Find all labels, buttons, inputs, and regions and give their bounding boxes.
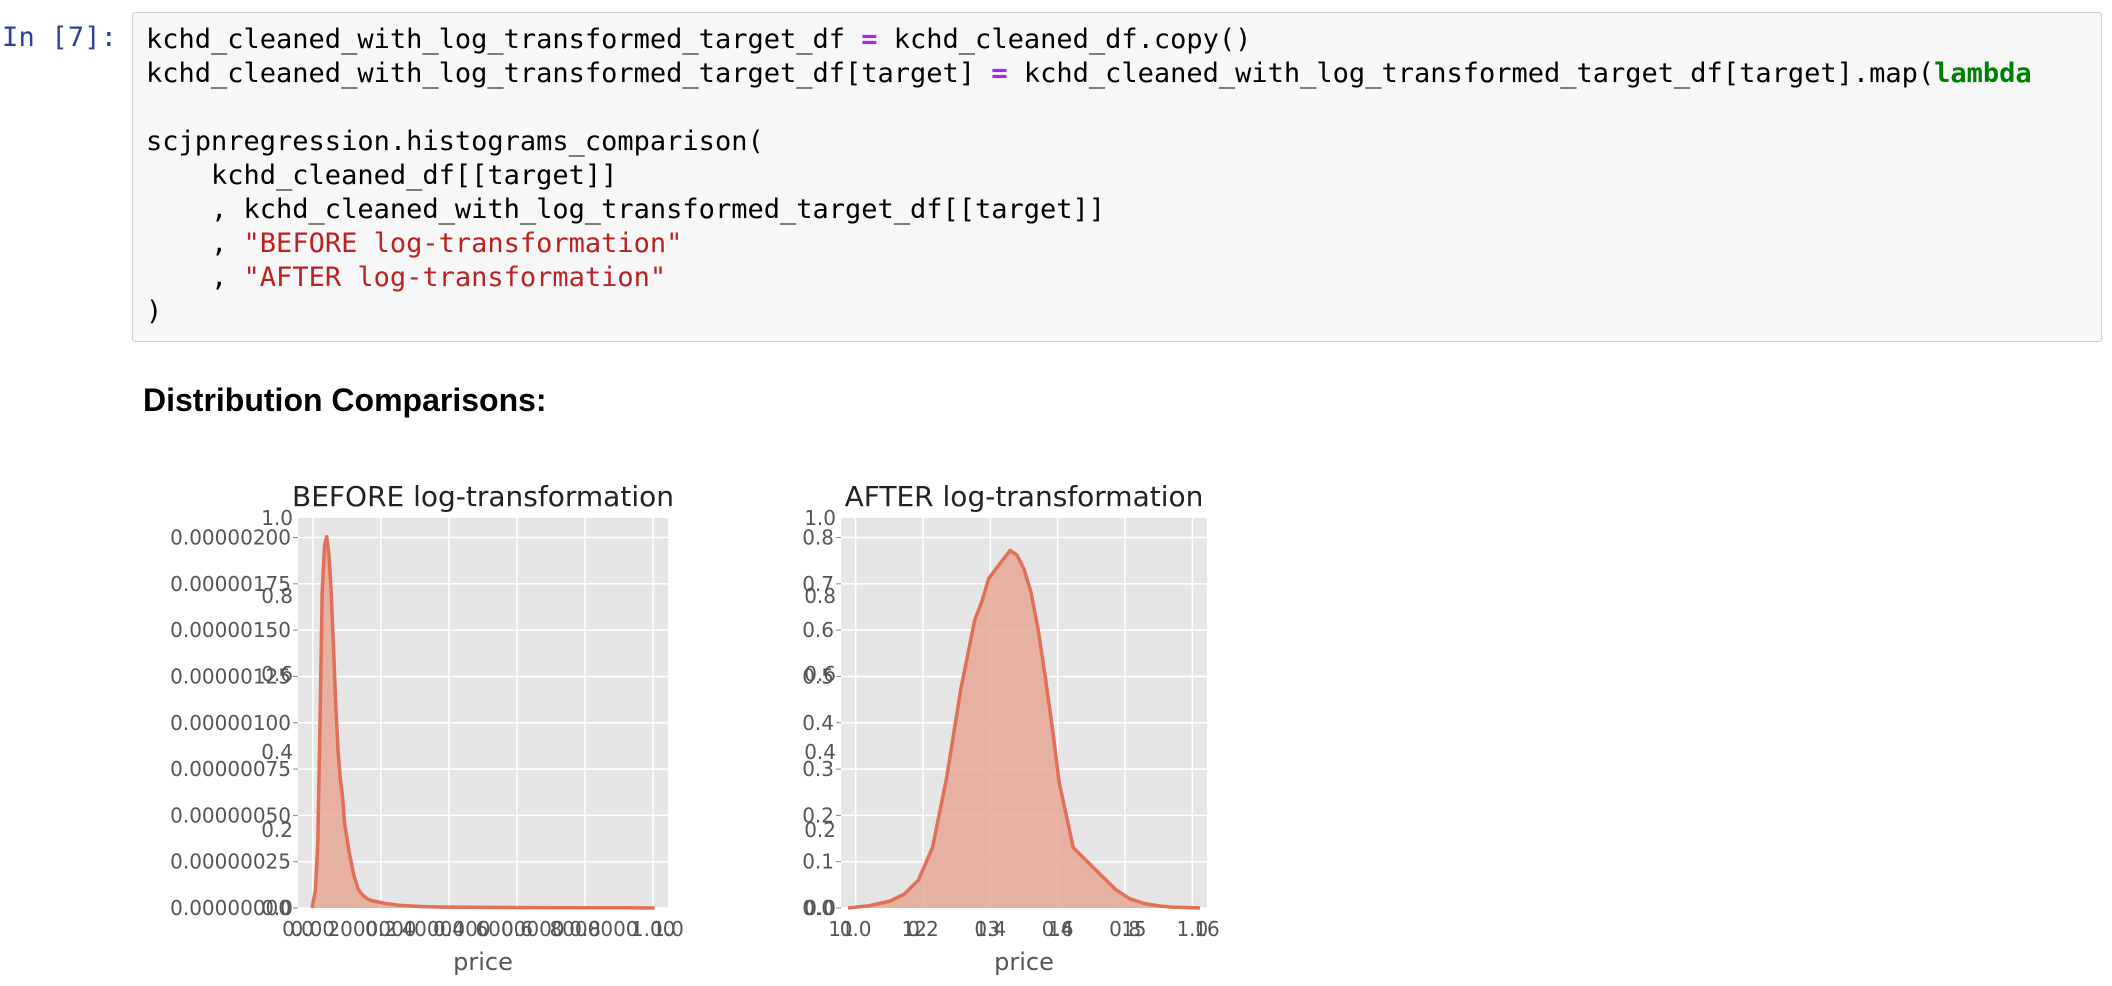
y-tick-label-overlay: 0.6 <box>261 662 293 686</box>
y-tick-label-overlay: 1.0 <box>261 506 293 530</box>
y-tick-label: 0.5 <box>802 664 834 688</box>
kde-curve <box>310 534 655 910</box>
code-operator: = <box>861 24 878 55</box>
x-tick-label-overlay: 16 <box>1194 917 1219 941</box>
code-token: , <box>146 262 244 293</box>
y-tick-label-overlay: 0.8 <box>804 584 836 608</box>
y-tick-label: 0.1 <box>802 850 834 874</box>
y-tick-label-overlay: 0.0 <box>804 896 836 920</box>
x-tick-label: 0.6 <box>501 917 533 941</box>
code-token: kchd_cleaned_with_log_transformed_target… <box>1023 58 1935 89</box>
x-tick-label: 0.6 <box>1042 917 1074 941</box>
y-tick-label-overlay: 0.4 <box>804 740 836 764</box>
y-tick-label-overlay: 0.6 <box>804 662 836 686</box>
y-tick-label: 0.0 <box>802 896 834 920</box>
x-axis-label: price <box>994 948 1054 976</box>
y-tick-label-overlay: 0.0 <box>261 896 293 920</box>
x-tick-label: 1.00 <box>631 917 676 941</box>
y-tick-label-overlay: 0.2 <box>804 818 836 842</box>
y-tick-label: 0.6 <box>802 618 834 642</box>
y-tick-label: 0.00000200 <box>170 526 291 550</box>
y-tick-label: 0.00000150 <box>170 618 291 642</box>
code-token: kchd_cleaned_df.copy() <box>893 24 1252 55</box>
chart-title: AFTER log-transformation <box>845 480 1204 513</box>
x-tick-label: 0.2 <box>907 917 939 941</box>
y-tick-label: 0.00000075 <box>170 757 291 781</box>
x-tick-label: 0.4 <box>974 917 1006 941</box>
code-keyword: lambda <box>1934 58 2032 89</box>
y-tick-label: 0.00000000 <box>170 896 291 920</box>
x-tick-label-overlay: 0.0 <box>282 917 314 941</box>
x-tick-label-overlay: 11 <box>828 917 853 941</box>
x-tick-label: 0.8 <box>1109 917 1141 941</box>
output-heading: Distribution Comparisons: <box>143 382 547 418</box>
x-tick-label-overlay: 13 <box>975 917 1000 941</box>
y-tick-label-overlay: 0.2 <box>261 818 293 842</box>
y-tick-label: 0.8 <box>802 526 834 550</box>
y-tick-label: 0.3 <box>802 757 834 781</box>
histogram-area <box>312 536 655 908</box>
y-tick-label-overlay: 1.0 <box>804 506 836 530</box>
y-tick-label-overlay: 0.8 <box>261 584 293 608</box>
y-tick-label: 0.4 <box>802 711 834 735</box>
code-string: "AFTER log-transformation" <box>243 262 667 293</box>
y-tick-label: 0.00000050 <box>170 803 291 827</box>
x-tick-label-overlay: 2000000 <box>327 917 416 941</box>
kde-curve <box>847 548 1201 910</box>
code-line: kchd_cleaned_df[[target]] <box>146 160 618 191</box>
x-tick-label: 1.0 <box>1176 917 1208 941</box>
histogram-area <box>848 550 1200 908</box>
code-token: kchd_cleaned_with_log_transformed_target… <box>146 58 976 89</box>
x-tick-label-overlay: 4000000 <box>401 917 490 941</box>
x-tick-label-overlay: 12 <box>901 917 926 941</box>
code-token: kchd_cleaned_with_log_transformed_target… <box>146 24 845 55</box>
x-tick-label: 0.00 <box>291 917 336 941</box>
x-tick-label-overlay: 6000000 <box>475 917 564 941</box>
code-line: ) <box>146 296 163 327</box>
y-tick-label: 0.7 <box>802 572 834 596</box>
y-tick-label-overlay: 0.4 <box>261 740 293 764</box>
y-tick-label: 0.00000100 <box>170 711 291 735</box>
y-tick-label: 0.00000025 <box>170 850 291 874</box>
y-tick-label: 0.00000175 <box>170 572 291 596</box>
x-tick-label-overlay: 8000000 <box>549 917 638 941</box>
chart-title: BEFORE log-transformation <box>292 480 674 513</box>
x-tick-label: 0.4 <box>433 917 465 941</box>
y-tick-label: 0.2 <box>802 803 834 827</box>
code-editor[interactable]: kchd_cleaned_with_log_transformed_target… <box>146 23 2032 329</box>
plot-area <box>298 518 668 908</box>
x-tick-label-overlay: 14 <box>1048 917 1073 941</box>
y-tick-label: 0.00000125 <box>170 664 291 688</box>
code-token: , <box>146 228 244 259</box>
code-string: "BEFORE log-transformation" <box>243 228 683 259</box>
code-cell-input[interactable]: kchd_cleaned_with_log_transformed_target… <box>132 12 2102 342</box>
code-line: scjpnregression.histograms_comparison( <box>146 126 764 157</box>
cell-prompt: In [7]: <box>2 22 118 53</box>
x-tick-label-overlay: 15 <box>1121 917 1146 941</box>
code-line: , kchd_cleaned_with_log_transformed_targ… <box>146 194 1106 225</box>
x-tick-label: 0.2 <box>365 917 397 941</box>
x-tick-label: 0.8 <box>569 917 601 941</box>
x-axis-label: price <box>453 948 513 976</box>
x-tick-label: 0.0 <box>840 917 872 941</box>
x-tick-label-overlay: 1.0 <box>652 917 684 941</box>
code-operator: = <box>991 58 1008 89</box>
